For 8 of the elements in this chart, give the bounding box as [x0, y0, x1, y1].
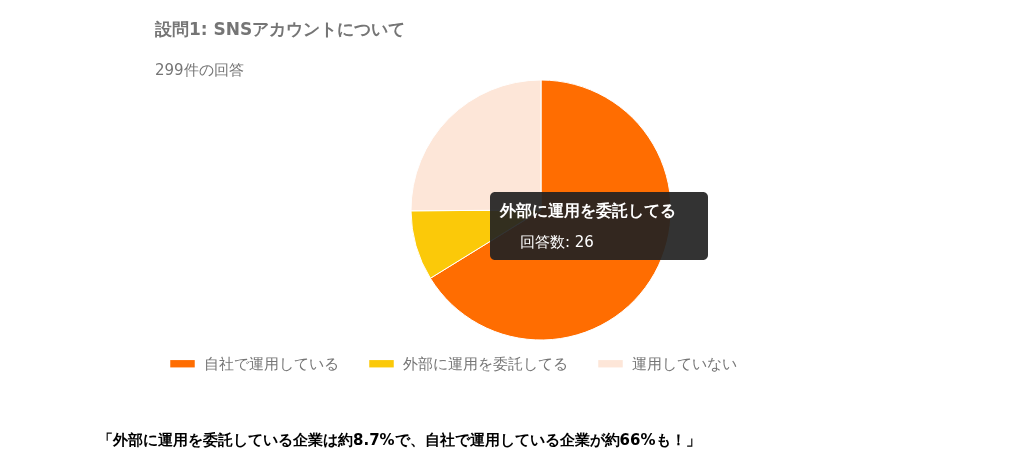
legend-label: 運用していない — [632, 354, 737, 373]
chart-title: 設問1: SNSアカウントについて — [154, 19, 406, 39]
chart-subtitle: 299件の回答 — [155, 61, 244, 79]
text: 「外部に運用を委託している企業は約8.7%で、自社で運用している企業が約66%も！」 — [98, 431, 701, 449]
legend-label: 外部に運用を委託してる — [403, 354, 568, 373]
text: 回答数: 26 — [520, 233, 594, 251]
legend-label: 自社で運用している — [204, 354, 339, 373]
text: 外部に運用を委託してる — [499, 201, 676, 220]
